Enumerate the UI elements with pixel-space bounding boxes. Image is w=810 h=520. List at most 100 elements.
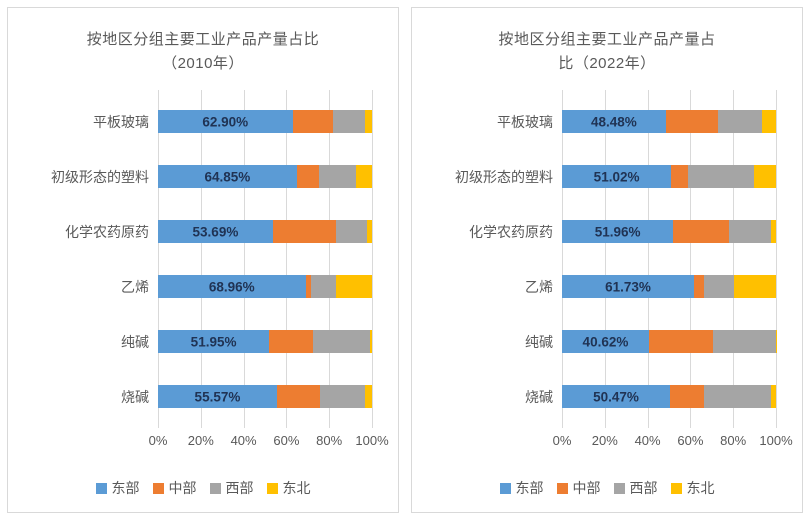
bar-segment-central [670, 385, 705, 408]
bar-segment-east: 50.47% [562, 385, 670, 408]
bar-segment-west [313, 330, 371, 353]
x-axis-tick: 40% [634, 433, 661, 448]
bar-segment-central [269, 330, 314, 353]
bar-value-label: 40.62% [582, 334, 629, 349]
bar-row: 纯碱 40.62% [412, 314, 776, 369]
bar-segment-northeast [355, 165, 372, 188]
bar-track: 40.62% [562, 330, 776, 353]
legend-label: 东部 [111, 480, 140, 496]
bar-rows: 平板玻璃 62.90% 初级形态的塑料 64.85% 化学农药原药 53.69% 乙烯 68.… [8, 90, 398, 428]
category-label: 烧碱 [525, 388, 553, 405]
chart-title-2010: 按地区分组主要工业产品产量占比 （2010年） [22, 28, 384, 76]
bar-segment-northeast [365, 385, 372, 408]
x-axis-tick: 0% [552, 433, 572, 448]
bar-segment-central [276, 385, 321, 408]
category-label: 烧碱 [121, 388, 149, 405]
bar-track: 48.48% [562, 110, 776, 133]
bar-value-label: 48.48% [590, 114, 637, 129]
bar-value-label: 64.85% [204, 169, 251, 184]
bar-segment-west [688, 165, 755, 188]
x-axis-tick: 100% [355, 433, 389, 448]
category-label: 平板玻璃 [93, 113, 149, 130]
bar-segment-central [673, 220, 730, 243]
chart-card-2022: 按地区分组主要工业产品产量占 比（2022年） 平板玻璃 48.48% 初级形态的塑料… [411, 7, 803, 513]
category-label: 化学农药原药 [469, 223, 553, 240]
legend-item-west: 西部 [613, 478, 658, 498]
bar-segment-west [729, 220, 771, 243]
category-label: 初级形态的塑料 [455, 168, 553, 185]
bar-row: 平板玻璃 48.48% [412, 94, 776, 149]
bar-segment-northeast [364, 110, 372, 133]
x-axis: 0% 20% 40% 60% 80% 100% [553, 432, 793, 452]
x-axis-tick: 0% [148, 433, 168, 448]
bar-segment-central [305, 275, 311, 298]
legend-swatch-icon [209, 482, 221, 494]
category-label: 乙烯 [525, 278, 553, 295]
bar-segment-west [703, 275, 734, 298]
bar-value-label: 51.95% [190, 334, 237, 349]
category-label: 乙烯 [121, 278, 149, 295]
bar-segment-central [648, 330, 714, 353]
legend-swatch-icon [613, 482, 625, 494]
legend-label: 东北 [686, 480, 715, 496]
x-axis-tick: 100% [759, 433, 793, 448]
bar-segment-west [333, 110, 365, 133]
bar-row: 平板玻璃 62.90% [8, 94, 372, 149]
chart-title-2022: 按地区分组主要工业产品产量占 比（2022年） [426, 28, 788, 76]
legend-label: 中部 [168, 480, 197, 496]
bar-row: 化学农药原药 53.69% [8, 204, 372, 259]
legend-label: 东北 [282, 480, 311, 496]
legend: 东部 中部 西部 东北 [8, 468, 398, 512]
gridline-20% [604, 90, 606, 428]
legend-swatch-icon [556, 482, 568, 494]
legend-item-central: 中部 [152, 478, 197, 498]
bar-value-label: 68.96% [208, 279, 255, 294]
legend: 东部 中部 西部 东北 [412, 468, 802, 512]
bar-segment-east: 64.85% [158, 165, 297, 188]
legend-swatch-icon [95, 482, 107, 494]
bar-value-label: 55.57% [194, 389, 241, 404]
bar-row: 化学农药原药 51.96% [412, 204, 776, 259]
bar-segment-central [272, 220, 336, 243]
legend-item-northeast: 东北 [266, 478, 311, 498]
gridline-60% [286, 90, 288, 428]
legend-swatch-icon [499, 482, 511, 494]
bar-segment-east: 68.96% [158, 275, 306, 298]
bar-value-label: 62.90% [202, 114, 249, 129]
bar-segment-central [665, 110, 719, 133]
bar-row: 纯碱 51.95% [8, 314, 372, 369]
bar-segment-northeast [366, 220, 372, 243]
gridlines [158, 90, 373, 428]
legend-item-northeast: 东北 [670, 478, 715, 498]
legend-item-west: 西部 [209, 478, 254, 498]
gridline-40% [647, 90, 649, 428]
bar-segment-east: 51.95% [158, 330, 270, 353]
gridline-80% [733, 90, 735, 428]
bar-row: 乙烯 61.73% [412, 259, 776, 314]
legend-item-central: 中部 [556, 478, 601, 498]
bar-segment-central [694, 275, 704, 298]
bar-segment-west [704, 385, 771, 408]
x-axis-tick: 60% [273, 433, 300, 448]
gridline-100% [776, 90, 777, 428]
bar-segment-east: 51.02% [562, 165, 672, 188]
gridline-0% [562, 90, 563, 428]
legend-label: 东部 [515, 480, 544, 496]
x-axis: 0% 20% 40% 60% 80% 100% [149, 432, 389, 452]
category-label: 纯碱 [121, 333, 149, 350]
plot-area-2010: 平板玻璃 62.90% 初级形态的塑料 64.85% 化学农药原药 53.69% 乙烯 68.… [8, 90, 398, 428]
bar-segment-east: 61.73% [562, 275, 695, 298]
category-label: 初级形态的塑料 [51, 168, 149, 185]
legend-item-east: 东部 [95, 478, 140, 498]
bar-track: 50.47% [562, 385, 776, 408]
plot-area-2022: 平板玻璃 48.48% 初级形态的塑料 51.02% 化学农药原药 51.96% 乙烯 61.… [412, 90, 802, 428]
legend-swatch-icon [670, 482, 682, 494]
bar-segment-central [296, 165, 320, 188]
x-axis-tick: 60% [677, 433, 704, 448]
legend-label: 中部 [572, 480, 601, 496]
chart-title-line2: 比（2022年） [558, 55, 656, 72]
bar-segment-northeast [761, 110, 776, 133]
chart-title-line2: （2010年） [162, 55, 244, 72]
gridline-80% [329, 90, 331, 428]
bar-track: 62.90% [158, 110, 372, 133]
